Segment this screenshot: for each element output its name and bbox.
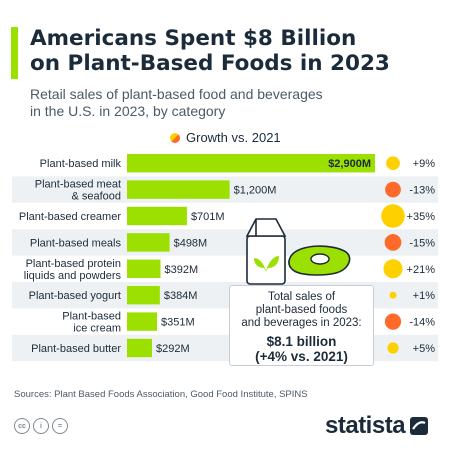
total-sales-label: Total sales of plant-based foods and bev… — [241, 291, 362, 329]
statista-mark-icon — [410, 417, 429, 435]
attribution-icon: i — [33, 418, 49, 434]
value-label: $701M — [191, 211, 225, 223]
legend: Growth vs. 2021 — [170, 130, 281, 145]
logo-text: statista — [325, 412, 406, 439]
growth-label: +9% — [413, 158, 436, 170]
growth-bubble — [387, 342, 399, 354]
growth-label: -14% — [409, 317, 435, 329]
category-label: Plant-based milk — [40, 158, 122, 170]
category-label: Plant-based meat & seafood — [35, 179, 121, 203]
growth-dot-icon — [170, 132, 180, 143]
growth-bubble — [383, 259, 403, 279]
bar — [127, 259, 161, 278]
value-label: $2,900M — [328, 158, 371, 170]
value-label: $351M — [161, 317, 195, 329]
bar — [127, 312, 158, 331]
growth-label: +1% — [413, 290, 436, 302]
bar — [127, 180, 230, 199]
growth-bubble — [385, 181, 401, 198]
growth-bubble — [389, 291, 397, 299]
bar — [127, 286, 160, 305]
category-label: Plant-based meals — [30, 237, 122, 249]
chart-subtitle: Retail sales of plant-based food and bev… — [30, 86, 323, 119]
value-label: $1,200M — [234, 185, 277, 197]
bar — [127, 338, 152, 358]
value-label: $292M — [156, 343, 190, 355]
growth-label: +5% — [413, 343, 436, 355]
growth-label: +35% — [407, 211, 436, 223]
statista-logo[interactable]: statista — [325, 412, 429, 440]
category-label: Plant-based creamer — [19, 211, 121, 223]
growth-bubble — [384, 313, 402, 330]
no-derivatives-icon: = — [52, 418, 68, 434]
row-band — [12, 229, 438, 256]
growth-bubble — [381, 204, 405, 228]
total-sales-value: $8.1 billion (+4% vs. 2021) — [255, 334, 348, 364]
growth-label: +21% — [407, 264, 436, 276]
creative-commons-icon: cc — [14, 418, 30, 434]
value-label: $392M — [165, 264, 199, 276]
sources-note: Sources: Plant Based Foods Association, … — [14, 389, 308, 400]
value-label: $384M — [164, 290, 198, 302]
bar — [127, 233, 170, 252]
food-illustration — [245, 218, 351, 285]
growth-bubble — [384, 234, 402, 251]
legend-label: Growth vs. 2021 — [186, 130, 281, 145]
growth-label: -13% — [409, 185, 435, 197]
license-icons: cc i = — [14, 418, 68, 434]
meat-steak-icon — [288, 245, 351, 276]
chart-title: Americans Spent $8 Billion on Plant-Base… — [30, 26, 390, 76]
milk-carton-icon — [245, 218, 287, 285]
bar — [127, 154, 375, 173]
category-label: Plant-based protein liquids and powders — [24, 258, 122, 282]
category-label: Plant-based yogurt — [29, 290, 121, 302]
value-label: $498M — [174, 237, 208, 249]
category-label: Plant-based butter — [31, 343, 121, 355]
category-label: Plant-based ice cream — [62, 311, 121, 335]
growth-label: -15% — [409, 237, 435, 249]
bar — [127, 206, 187, 226]
growth-bubble — [386, 156, 400, 171]
total-sales-box: Total sales of plant-based foods and bev… — [229, 285, 374, 366]
title-accent-bar — [11, 27, 18, 79]
